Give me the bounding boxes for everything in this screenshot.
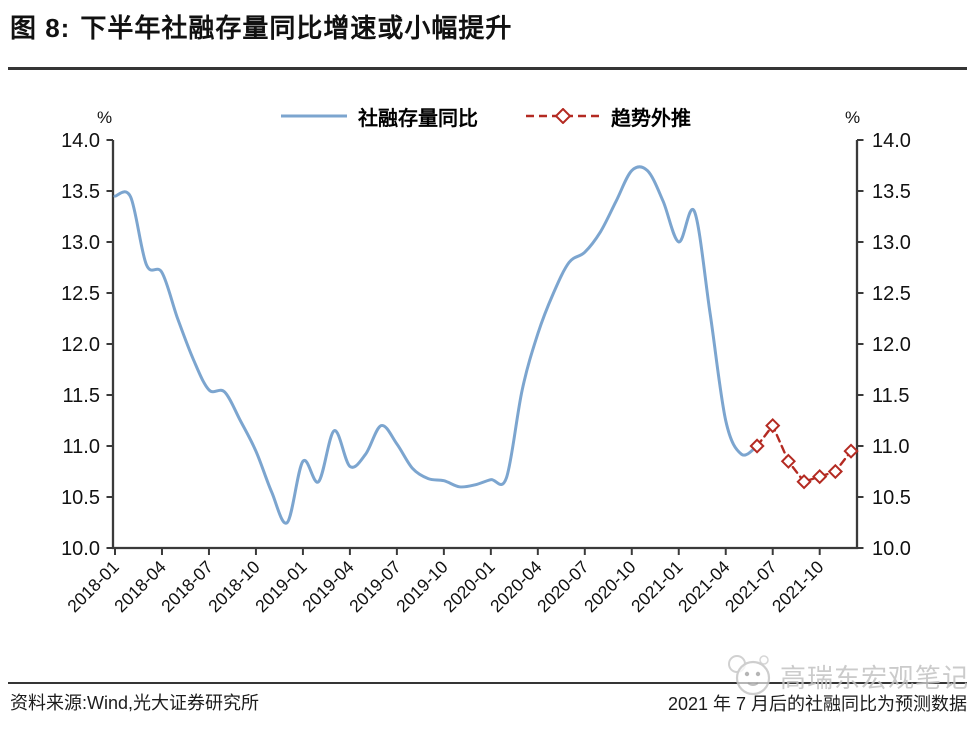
- y-axis-label-right: 12.5: [872, 283, 911, 305]
- diamond-marker-icon: [827, 463, 843, 480]
- diamond-marker-icon: [765, 417, 781, 434]
- x-axis-label: 2018-07: [157, 557, 217, 617]
- axis-frame: [111, 140, 859, 550]
- footer-divider: [8, 682, 967, 684]
- y-axis-label-left: 10.5: [61, 487, 100, 509]
- legend-label-forecast: 趋势外推: [611, 107, 691, 130]
- x-axis-label: 2019-01: [251, 557, 311, 617]
- diamond-marker-icon: [796, 474, 812, 490]
- y-axis-label-left: 11.0: [63, 436, 100, 458]
- chart-legend: 社融存量同比 趋势外推: [113, 100, 857, 132]
- y-axis-label-right: 10.0: [872, 538, 911, 560]
- y-axis-label-right: 11.5: [872, 385, 909, 407]
- x-axis-label: 2021-10: [768, 557, 828, 617]
- diamond-marker-icon: [812, 468, 828, 485]
- y-axis-label-left: 12.0: [61, 334, 100, 356]
- title-divider: [8, 67, 967, 70]
- diamond-marker-icon: [780, 453, 796, 469]
- legend-label-actual: 社融存量同比: [358, 107, 478, 130]
- diamond-marker-icon: [749, 438, 765, 454]
- x-axis-label: 2020-07: [533, 557, 593, 617]
- x-axis-label: 2018-01: [63, 557, 123, 617]
- y-axis-label-left: 14.0: [61, 130, 100, 152]
- y-axis-unit-right: %: [845, 108, 861, 127]
- y-axis-label-right: 13.0: [872, 232, 911, 254]
- figure-label: 图 8:: [10, 13, 71, 43]
- x-axis-label: 2021-01: [627, 557, 687, 617]
- y-axis-label-left: 13.0: [61, 232, 100, 254]
- diamond-marker-icon: [843, 443, 859, 459]
- y-axis-label-right: 11.0: [872, 436, 909, 458]
- legend-dashed-sample: [526, 108, 600, 124]
- y-axis-label-right: 13.5: [872, 181, 911, 203]
- diamond-marker-icon: [554, 108, 572, 124]
- y-axis-unit-left: %: [97, 108, 113, 127]
- forecast-note: 2021 年 7 月后的社融同比为预测数据: [667, 694, 967, 714]
- y-axis-label-right: 12.0: [872, 334, 911, 356]
- x-axis-label: 2020-01: [439, 557, 499, 617]
- legend-item-actual: 社融存量同比: [279, 102, 478, 131]
- y-axis-label-right: 14.0: [872, 130, 911, 152]
- page-title: 图 8: 下半年社融存量同比增速或小幅提升: [10, 8, 512, 45]
- y-axis-label-right: 10.5: [872, 487, 911, 509]
- y-axis-label-left: 11.5: [63, 385, 100, 407]
- y-axis-label-left: 13.5: [61, 181, 100, 203]
- y-axis-label-left: 10.0: [61, 538, 100, 560]
- x-axis-label: 2019-07: [345, 557, 405, 617]
- y-axis-label-left: 12.5: [61, 283, 100, 305]
- x-axis-label: 2021-07: [721, 557, 781, 617]
- figure-title-text: 下半年社融存量同比增速或小幅提升: [80, 13, 513, 43]
- legend-item-forecast: 趋势外推: [524, 102, 691, 131]
- source-text: 资料来源:Wind,光大证券研究所: [10, 693, 260, 713]
- legend-line-sample: [281, 114, 347, 118]
- series-line-actual: [113, 165, 759, 525]
